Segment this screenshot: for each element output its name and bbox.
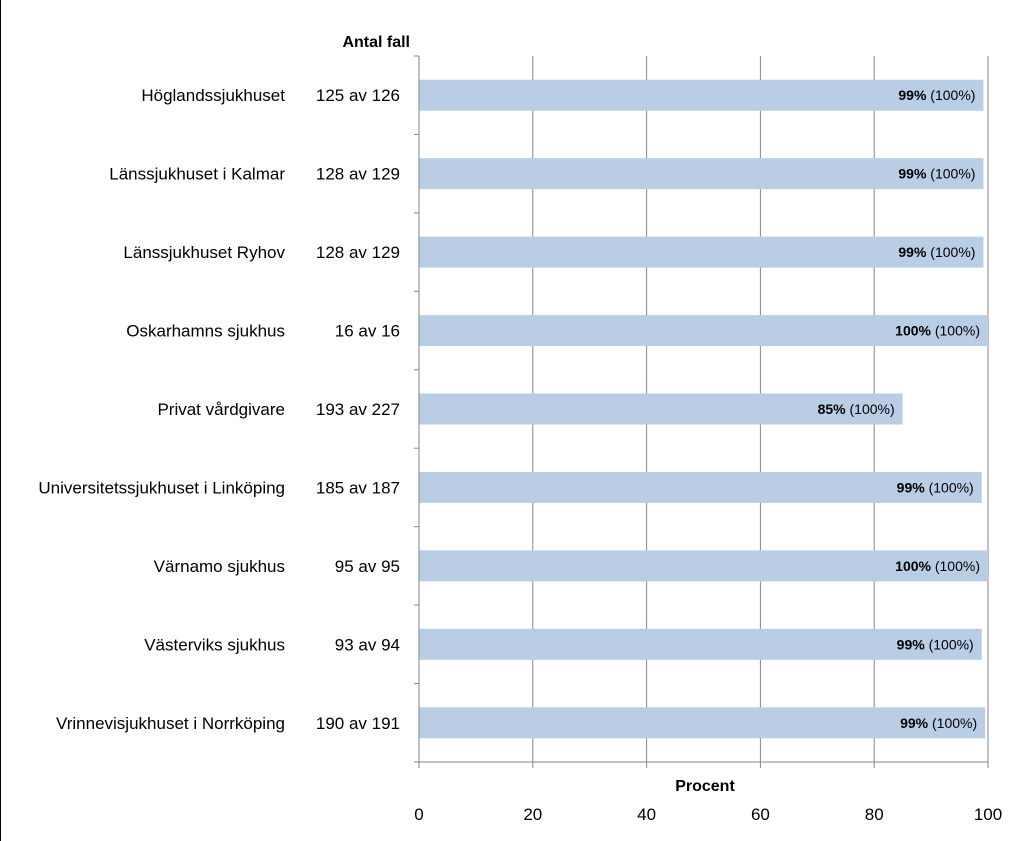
category-label: Oskarhamns sjukhus (126, 322, 285, 341)
x-tick-label: 20 (523, 805, 542, 824)
bar (419, 707, 986, 739)
count-label: 185 av 187 (316, 478, 400, 497)
data-label: 99% (100%) (898, 244, 975, 260)
count-label: 128 av 129 (316, 243, 400, 262)
data-label-value: 99% (898, 244, 927, 260)
data-label-target: (100%) (926, 244, 975, 260)
data-label-target: (100%) (846, 401, 895, 417)
data-label: 85% (100%) (818, 401, 895, 417)
data-label-target: (100%) (926, 166, 975, 182)
bar (419, 236, 984, 268)
x-axis-title: Procent (675, 778, 735, 795)
data-label-value: 99% (898, 87, 927, 103)
data-label-target: (100%) (931, 323, 980, 339)
data-label-target: (100%) (925, 479, 974, 495)
bar (419, 628, 982, 660)
bar (419, 315, 988, 347)
data-label-value: 99% (898, 166, 927, 182)
category-label: Värnamo sjukhus (154, 557, 285, 576)
count-column-header: Antal fall (342, 34, 410, 51)
left-border (0, 0, 1, 841)
count-label: 93 av 94 (335, 635, 400, 654)
category-label: Länssjukhuset i Kalmar (109, 165, 285, 184)
data-label: 99% (100%) (898, 87, 975, 103)
x-tick-label: 80 (865, 805, 884, 824)
data-label-target: (100%) (931, 558, 980, 574)
category-label: Vrinnevisjukhuset i Norrköping (56, 714, 285, 733)
data-label-value: 99% (900, 715, 929, 731)
data-label-target: (100%) (925, 636, 974, 652)
x-tick-label: 40 (637, 805, 656, 824)
bar (419, 79, 984, 111)
data-label-value: 99% (897, 636, 926, 652)
x-tick-label: 0 (414, 805, 423, 824)
data-label-value: 100% (895, 323, 931, 339)
data-label: 99% (100%) (900, 715, 977, 731)
category-label: Universitetssjukhuset i Linköping (38, 478, 285, 497)
bar (419, 158, 984, 190)
bar (419, 393, 903, 425)
category-label: Höglandssjukhuset (141, 86, 285, 105)
data-label: 99% (100%) (897, 636, 974, 652)
data-label-target: (100%) (926, 87, 975, 103)
count-label: 125 av 126 (316, 86, 400, 105)
x-tick-label: 100 (974, 805, 1002, 824)
category-label: Privat vårdgivare (157, 400, 285, 419)
data-label: 99% (100%) (898, 166, 975, 182)
data-label-value: 99% (897, 479, 926, 495)
bar (419, 471, 982, 503)
count-label: 128 av 129 (316, 165, 400, 184)
data-label-value: 85% (818, 401, 847, 417)
data-label-target: (100%) (928, 715, 977, 731)
data-label: 100% (100%) (895, 323, 980, 339)
bar (419, 550, 988, 582)
count-label: 190 av 191 (316, 714, 400, 733)
data-label: 99% (100%) (897, 479, 974, 495)
x-tick-label: 60 (751, 805, 770, 824)
category-label: Västerviks sjukhus (144, 635, 285, 654)
count-label: 16 av 16 (335, 322, 400, 341)
category-label: Länssjukhuset Ryhov (123, 243, 285, 262)
data-label: 100% (100%) (895, 558, 980, 574)
count-label: 193 av 227 (316, 400, 400, 419)
data-label-value: 100% (895, 558, 931, 574)
count-label: 95 av 95 (335, 557, 400, 576)
